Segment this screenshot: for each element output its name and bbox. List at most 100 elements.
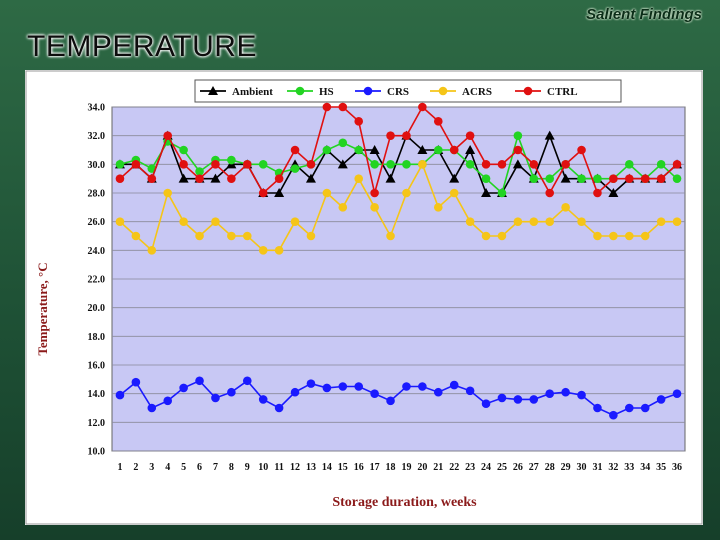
legend: Ambient HS CRS ACRS CTRL — [194, 79, 622, 103]
crs-point — [449, 380, 459, 390]
legend-marker — [363, 86, 373, 96]
x-axis-ticks: 1 2 3 4 5 6 7 8 9 10 11 12 13 14 15 16 17 18 19 20 21 22 23 24 2… — [117, 462, 682, 473]
ambient-point — [385, 173, 396, 183]
x-tick-label: 12 — [290, 462, 300, 473]
y-tick-label: 16.0 — [88, 361, 106, 372]
ctrl-point — [258, 188, 268, 198]
ctrl-point — [465, 131, 475, 140]
crs-point — [179, 383, 188, 393]
x-tick-label: 18 — [386, 462, 396, 473]
ctrl-point — [370, 188, 379, 198]
x-tick-label: 20 — [417, 462, 427, 473]
acrs-point — [290, 217, 300, 226]
acrs-point — [545, 217, 555, 226]
x-tick-label: 27 — [529, 462, 539, 473]
legend-label: CTRL — [547, 86, 578, 98]
x-tick-label: 22 — [449, 462, 459, 473]
x-tick-label: 28 — [545, 462, 555, 473]
page-title: TEMPERATURE — [27, 30, 257, 63]
crs-point — [354, 382, 364, 391]
ctrl-point — [481, 160, 491, 169]
acrs-point — [227, 231, 236, 241]
series-acrs — [115, 160, 682, 255]
ctrl-point — [290, 145, 300, 155]
hs-point — [433, 145, 443, 155]
x-tick-label: 34 — [640, 462, 650, 473]
crs-point — [322, 383, 332, 393]
acrs-point — [465, 217, 475, 226]
x-tick-label: 1 — [117, 462, 122, 473]
y-tick-label: 12.0 — [88, 418, 106, 429]
hs-point — [258, 160, 268, 169]
acrs-point — [306, 231, 316, 241]
ctrl-point — [624, 174, 634, 183]
acrs-point — [418, 160, 427, 169]
ctrl-point — [545, 188, 555, 198]
crs-point — [465, 386, 475, 396]
acrs-point — [609, 231, 618, 241]
legend-entry-ctrl: CTRL — [515, 86, 578, 98]
x-tick-label: 19 — [401, 462, 411, 473]
crs-point — [529, 395, 539, 404]
x-tick-label: 10 — [258, 462, 268, 473]
x-tick-label: 21 — [433, 462, 443, 473]
ambient-point — [465, 145, 476, 154]
hs-point — [195, 167, 204, 176]
y-tick-label: 30.0 — [88, 160, 106, 171]
x-tick-label: 5 — [181, 462, 186, 473]
y-tick-label: 18.0 — [88, 332, 106, 343]
acrs-point — [433, 203, 443, 212]
legend-marker — [208, 86, 218, 95]
acrs-point — [338, 203, 348, 212]
crs-point — [242, 376, 252, 386]
hs-point — [513, 131, 523, 140]
hs-point — [227, 155, 236, 165]
crs-point — [274, 403, 284, 413]
acrs-point — [529, 217, 539, 226]
salient-findings-tagline: Salient Findings — [586, 6, 702, 23]
ctrl-point — [513, 145, 523, 155]
ctrl-point — [179, 160, 188, 169]
x-tick-label: 14 — [322, 462, 332, 473]
legend-label: ACRS — [462, 86, 492, 98]
crs-point — [163, 396, 173, 406]
y-tick-label: 34.0 — [88, 103, 106, 114]
hs-point — [624, 160, 634, 169]
acrs-point — [386, 231, 395, 241]
ambient-point — [274, 188, 285, 197]
crs-point — [656, 395, 666, 404]
y-tick-label: 10.0 — [88, 447, 106, 458]
ctrl-point — [497, 160, 507, 169]
ambient-point — [417, 145, 428, 154]
acrs-point — [274, 246, 284, 255]
ctrl-point — [242, 160, 252, 169]
legend-label: HS — [319, 86, 334, 98]
x-tick-label: 35 — [656, 462, 666, 473]
acrs-point — [258, 246, 268, 255]
ambient-point — [178, 173, 189, 183]
legend-label: CRS — [387, 86, 409, 98]
crs-point — [593, 403, 602, 413]
ctrl-point — [402, 131, 411, 140]
legend-marker — [295, 86, 305, 96]
legend-entry-crs: CRS — [355, 86, 409, 98]
crs-point — [306, 379, 316, 388]
x-tick-label: 29 — [561, 462, 571, 473]
acrs-point — [577, 217, 586, 226]
ctrl-point — [227, 174, 236, 183]
ambient-point — [449, 173, 460, 183]
x-tick-label: 13 — [306, 462, 316, 473]
ctrl-point — [274, 174, 284, 183]
hs-point — [672, 174, 682, 183]
acrs-point — [672, 217, 682, 226]
hs-point — [402, 160, 411, 169]
ctrl-point — [211, 160, 220, 169]
hs-point — [656, 160, 666, 169]
legend-entry-ambient: Ambient — [200, 86, 273, 98]
ambient-point — [369, 145, 380, 154]
hs-point — [370, 160, 379, 169]
y-axis-label: Temperature, °C — [35, 262, 50, 355]
series-crs — [115, 376, 682, 420]
crs-point — [609, 410, 618, 420]
legend-marker — [438, 86, 448, 96]
